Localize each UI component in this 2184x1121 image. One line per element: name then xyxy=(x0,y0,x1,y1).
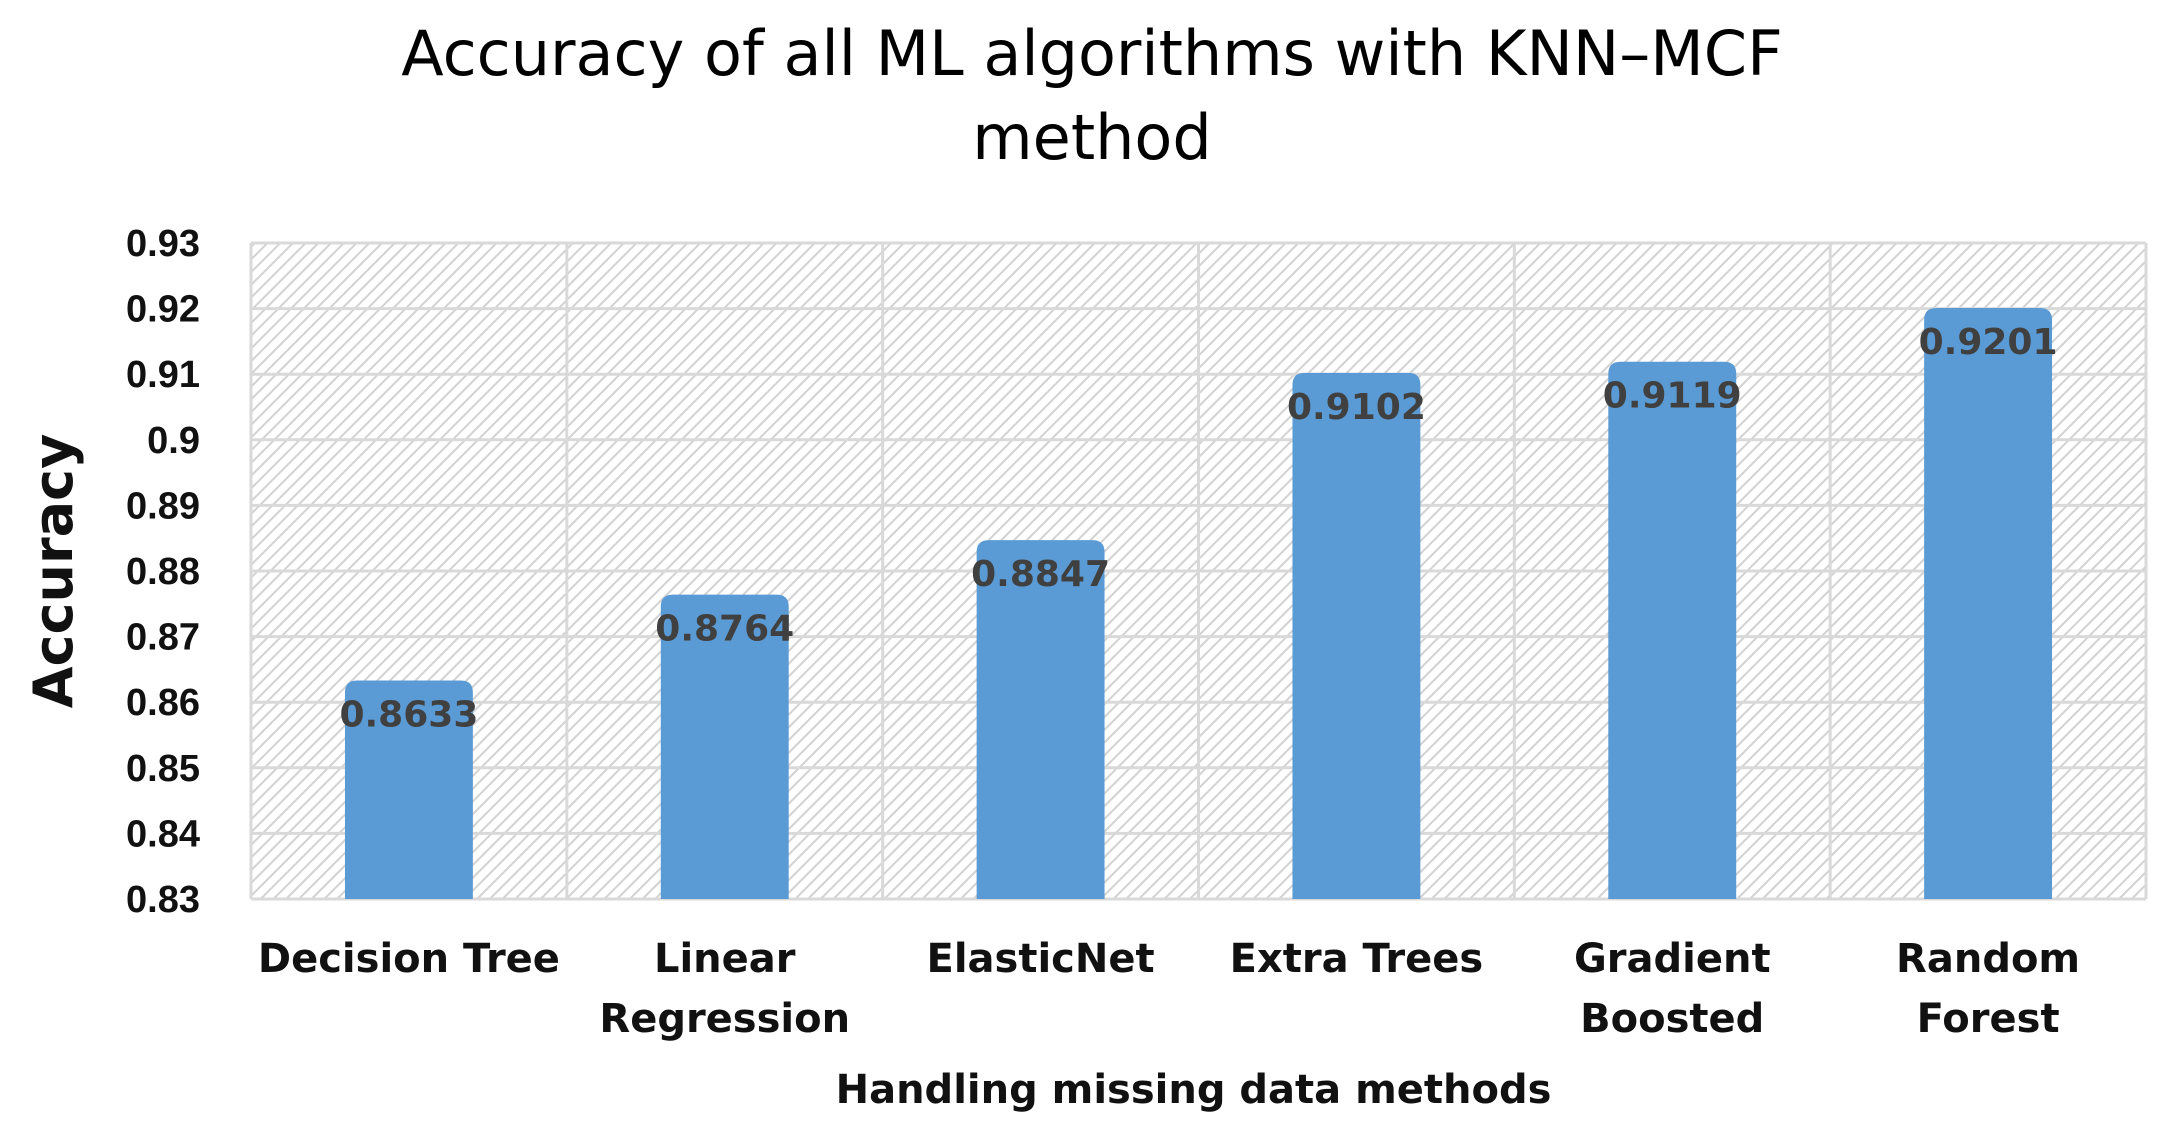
y-axis-title: Accuracy xyxy=(22,434,85,709)
bar-extra-trees xyxy=(1292,372,1421,899)
bar-linear-regression xyxy=(660,594,789,899)
bar-elasticnet xyxy=(976,540,1105,899)
x-category-label: Gradient Boosted xyxy=(1574,936,1771,1042)
x-axis-title: Handling missing data methods xyxy=(836,1067,1552,1113)
y-tick-label: 0.84 xyxy=(126,813,200,855)
x-axis-categories: Decision Tree Linear Regression ElasticNet E… xyxy=(258,936,2080,1042)
chart-title: Accuracy of all ML algorithms with KNN–M… xyxy=(0,12,2184,180)
data-label: 0.8764 xyxy=(655,609,794,650)
data-label: 0.8633 xyxy=(339,695,478,736)
x-category-label: Random Forest xyxy=(1896,936,2080,1042)
y-tick-label: 0.93 xyxy=(126,223,200,265)
data-label: 0.9201 xyxy=(1919,322,2058,363)
y-axis-ticks: 0.83 0.84 0.85 0.86 0.87 0.88 0.89 0.9 0.91 0.92 0… xyxy=(126,223,200,921)
y-tick-label: 0.91 xyxy=(126,354,200,396)
x-category-label: Linear Regression xyxy=(599,936,850,1042)
data-label: 0.8847 xyxy=(971,554,1110,595)
chart-title-line-1: Accuracy of all ML algorithms with KNN–M… xyxy=(401,17,1783,90)
bar-decision-tree xyxy=(344,680,473,899)
y-tick-label: 0.92 xyxy=(126,289,200,331)
y-tick-label: 0.87 xyxy=(126,617,200,659)
data-label: 0.9102 xyxy=(1287,387,1426,428)
bar-random-forest xyxy=(1924,307,2053,900)
data-labels: 0.8633 0.8764 0.8847 0.9102 0.9119 0.9201 xyxy=(339,322,2057,736)
x-category-label: Decision Tree xyxy=(258,936,560,982)
y-tick-label: 0.88 xyxy=(126,551,200,593)
bar-gradient-boosted xyxy=(1608,361,1737,900)
bars xyxy=(344,307,2053,900)
x-category-label: ElasticNet xyxy=(927,936,1155,982)
y-tick-label: 0.9 xyxy=(147,420,200,462)
gridlines xyxy=(249,241,2148,901)
y-tick-label: 0.89 xyxy=(126,485,200,527)
y-tick-label: 0.85 xyxy=(126,748,200,790)
data-label: 0.9119 xyxy=(1603,376,1742,417)
chart-title-line-2: method xyxy=(972,101,1212,174)
y-tick-label: 0.86 xyxy=(126,682,200,724)
y-tick-label: 0.83 xyxy=(126,879,200,921)
x-category-label: Extra Trees xyxy=(1230,936,1484,982)
